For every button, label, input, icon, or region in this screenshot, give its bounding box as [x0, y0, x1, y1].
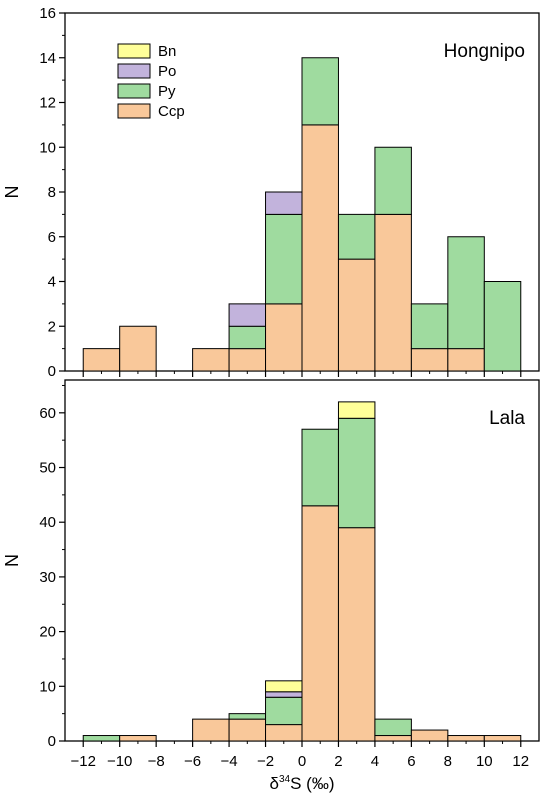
bottom-y-tick-label: 50 — [39, 460, 56, 477]
bottom-x-tick-label: 6 — [407, 753, 415, 770]
top-bar-ccp-9 — [410, 348, 449, 372]
top-y-tick-label: 14 — [39, 50, 56, 67]
bottom-x-tick-label: 12 — [512, 753, 529, 770]
top-y-tick-label: 12 — [39, 95, 56, 112]
x-axis-label-rest: S (‰) — [290, 774, 334, 793]
top-bar-py-8 — [374, 146, 412, 215]
bottom-x-tick-label: 10 — [476, 753, 493, 770]
top-y-tick-label: 0 — [48, 363, 56, 380]
bottom-y-tick-label: 30 — [39, 569, 56, 586]
top-bar-ccp-5 — [265, 303, 303, 372]
legend-swatch-ccp — [117, 103, 151, 119]
x-axis-label-delta: δ — [270, 774, 279, 793]
bottom-panel-label: Lala — [489, 408, 525, 429]
bottom-bar-py-0 — [82, 735, 121, 742]
top-bar-ccp-3 — [192, 348, 230, 372]
top-bar-ccp-1 — [119, 325, 157, 372]
bottom-y-tick-label: 40 — [39, 514, 56, 531]
hongnipo-panel: 0 2 4 6 8 10 12 14 16 N Hongnipo — [2, 5, 540, 380]
top-bar-ccp-6 — [301, 124, 339, 372]
bottom-bar-ccp-7 — [337, 527, 376, 742]
bottom-bar-ccp-8 — [374, 735, 412, 742]
bottom-bar-bn-5 — [265, 680, 303, 693]
bottom-y-tick-label: 0 — [48, 733, 56, 750]
bottom-bar-bn-7 — [337, 401, 376, 419]
legend: Bn Po Py Ccp — [117, 43, 185, 120]
bottom-x-tick-label: −2 — [257, 753, 274, 770]
bottom-bar-ccp-6 — [301, 505, 339, 742]
bottom-y-tick-label: 60 — [39, 405, 56, 422]
bottom-bar-ccp-5 — [265, 724, 303, 742]
top-bar-py-5 — [265, 213, 303, 305]
bottom-bar-ccp-11 — [483, 735, 522, 742]
top-bar-ccp-8 — [374, 213, 412, 372]
lala-panel: 0 10 20 30 40 50 60 −12 −10 −8 −6 −4 −2 0 2 4 6 8 10 12 N Lal… — [2, 379, 540, 770]
top-bar-py-10 — [447, 236, 485, 350]
legend-label-bn: Bn — [158, 43, 176, 60]
bottom-bar-po-5 — [265, 691, 303, 698]
top-y-tick-label: 16 — [39, 5, 56, 22]
bottom-x-tick-label: 4 — [371, 753, 379, 770]
bottom-x-tick-label: −4 — [221, 753, 238, 770]
bottom-bar-ccp-1 — [119, 735, 157, 742]
top-y-tick-label: 8 — [48, 184, 56, 201]
legend-label-ccp: Ccp — [158, 103, 185, 120]
top-bar-py-6 — [301, 57, 339, 126]
top-y-axis-label: N — [2, 186, 22, 199]
top-y-tick-label: 2 — [48, 318, 56, 335]
top-bar-po-4 — [228, 303, 267, 327]
bottom-y-tick-label: 20 — [39, 624, 56, 641]
top-bar-ccp-4 — [228, 348, 267, 372]
bottom-bar-ccp-10 — [447, 735, 485, 742]
bottom-y-tick-label: 10 — [39, 678, 56, 695]
top-bar-py-9 — [410, 303, 449, 350]
bottom-bar-ccp-3 — [192, 718, 230, 742]
top-bar-py-11 — [483, 281, 522, 372]
top-y-tick-label: 4 — [48, 274, 56, 291]
x-axis-label-superscript: 34 — [279, 774, 291, 785]
bottom-bar-py-4 — [228, 713, 267, 720]
legend-label-py: Py — [158, 83, 176, 100]
bottom-bar-py-8 — [374, 718, 412, 737]
top-bar-po-5 — [265, 191, 303, 215]
top-bar-py-4 — [228, 325, 267, 350]
bottom-x-tick-label: 8 — [444, 753, 452, 770]
legend-label-po: Po — [158, 63, 176, 80]
bottom-bar-py-5 — [265, 696, 303, 726]
bottom-x-tick-label: 0 — [298, 753, 306, 770]
bottom-bar-ccp-9 — [410, 729, 449, 742]
legend-swatch-bn — [117, 43, 151, 59]
bottom-x-tick-label: −12 — [71, 753, 96, 770]
bottom-bar-py-7 — [337, 417, 376, 529]
top-bar-ccp-0 — [82, 348, 121, 372]
top-panel-label: Hongnipo — [444, 41, 525, 62]
bottom-x-tick-label: 2 — [334, 753, 342, 770]
bottom-y-axis-label: N — [2, 554, 22, 567]
top-bar-ccp-10 — [447, 348, 485, 372]
legend-swatch-po — [117, 63, 151, 79]
bottom-x-tick-label: −8 — [148, 753, 165, 770]
top-bar-ccp-7 — [337, 258, 376, 372]
top-y-tick-label: 10 — [39, 139, 56, 156]
legend-swatch-py — [117, 83, 151, 99]
top-bar-py-7 — [337, 213, 376, 260]
bottom-x-tick-label: −6 — [184, 753, 201, 770]
top-y-tick-label: 6 — [48, 229, 56, 246]
bottom-bar-py-6 — [301, 428, 339, 507]
bottom-bar-ccp-4 — [228, 718, 267, 742]
x-axis-label: δ34S (‰) — [270, 774, 335, 793]
bottom-x-tick-label: −10 — [107, 753, 132, 770]
